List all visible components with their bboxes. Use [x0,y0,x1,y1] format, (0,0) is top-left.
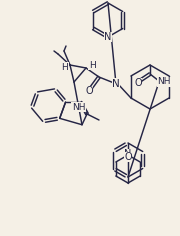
Text: NH: NH [157,77,171,87]
Text: NH: NH [72,103,85,112]
Text: N: N [104,32,112,42]
Text: H: H [89,60,95,69]
Text: N: N [124,149,132,159]
Text: N: N [112,79,120,89]
Text: O: O [134,78,142,88]
Text: O: O [85,86,93,96]
Text: O: O [124,152,132,162]
Text: H: H [62,63,68,72]
